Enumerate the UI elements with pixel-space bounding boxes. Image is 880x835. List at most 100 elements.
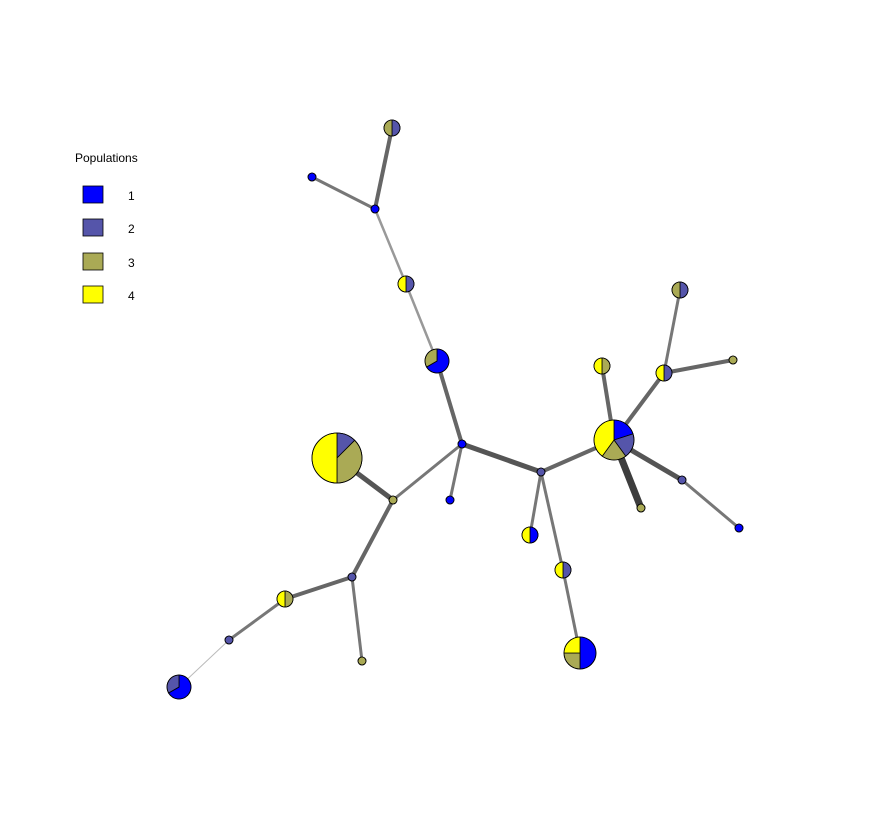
legend-swatch-2 bbox=[82, 218, 104, 237]
pie-slice-pop-4 bbox=[311, 432, 338, 484]
node-outline bbox=[521, 526, 539, 544]
pie-slice-pop-1 bbox=[529, 526, 539, 544]
haplotype-node bbox=[166, 674, 192, 700]
node-outline bbox=[655, 364, 673, 382]
haplotype-node bbox=[671, 281, 689, 299]
pie-slice-pop-2 bbox=[391, 119, 401, 137]
legend-entry-3: 3 bbox=[82, 252, 135, 271]
pie-slice-pop-4 bbox=[397, 275, 407, 293]
haplotype-node bbox=[536, 467, 546, 477]
node-outline bbox=[728, 355, 738, 365]
network-edge bbox=[227, 597, 287, 642]
network-edge bbox=[350, 498, 395, 579]
legend-label-3: 3 bbox=[128, 256, 135, 270]
haplotype-node bbox=[224, 635, 234, 645]
network-edge bbox=[448, 442, 464, 502]
legend-swatch-1 bbox=[82, 185, 104, 204]
network-edge bbox=[528, 470, 543, 537]
network-edge bbox=[350, 575, 364, 663]
legend-entry-4: 4 bbox=[82, 285, 135, 304]
haplotype-node bbox=[357, 656, 367, 666]
network-nodes bbox=[166, 119, 744, 700]
node-outline bbox=[388, 495, 398, 505]
network-edge bbox=[662, 288, 682, 375]
haplotype-node bbox=[636, 503, 646, 513]
haplotype-node bbox=[563, 636, 597, 670]
node-outline bbox=[224, 635, 234, 645]
node-outline bbox=[397, 275, 415, 293]
pie-slice-pop-2 bbox=[405, 275, 415, 293]
node-outline bbox=[311, 432, 363, 484]
haplotype-node bbox=[655, 364, 673, 382]
node-outline bbox=[307, 172, 317, 182]
node-outline bbox=[563, 636, 597, 670]
pie-slice-pop-1 bbox=[579, 636, 597, 670]
network-edge bbox=[404, 282, 439, 363]
network-edge bbox=[373, 207, 408, 286]
pie-slice-pop-2 bbox=[679, 281, 689, 299]
legend-label-2: 2 bbox=[128, 222, 135, 236]
network-edge bbox=[310, 175, 377, 211]
network-edge bbox=[662, 358, 735, 375]
pie-slice-pop-4 bbox=[554, 561, 564, 579]
node-outline bbox=[536, 467, 546, 477]
legend-title: Populations bbox=[75, 151, 138, 165]
network-edge bbox=[459, 441, 544, 475]
pie-slice-pop-4 bbox=[521, 526, 531, 544]
node-outline bbox=[166, 674, 192, 700]
haplotype-node bbox=[457, 439, 467, 449]
pie-slice-pop-2 bbox=[562, 561, 572, 579]
haplotype-node bbox=[370, 204, 380, 214]
legend-label-4: 4 bbox=[128, 289, 135, 303]
pie-slice-pop-3 bbox=[284, 590, 294, 608]
node-outline bbox=[370, 204, 380, 214]
node-outline bbox=[593, 419, 635, 461]
legend-label-1: 1 bbox=[128, 189, 135, 203]
legend-swatch-4 bbox=[82, 285, 104, 304]
pie-slice-pop-4 bbox=[593, 357, 603, 375]
haplotype-node bbox=[593, 357, 611, 375]
haplotype-node bbox=[424, 348, 450, 374]
node-outline bbox=[445, 495, 455, 505]
pie-slice-pop-3 bbox=[383, 119, 393, 137]
haplotype-node bbox=[388, 495, 398, 505]
haplotype-node bbox=[677, 475, 687, 485]
pie-slice-pop-3 bbox=[671, 281, 681, 299]
haplotype-node bbox=[311, 432, 363, 484]
haplotype-node bbox=[383, 119, 401, 137]
node-outline bbox=[593, 357, 611, 375]
haplotype-node bbox=[397, 275, 415, 293]
haplotype-node bbox=[521, 526, 539, 544]
node-outline bbox=[677, 475, 687, 485]
network-edge bbox=[680, 478, 741, 530]
pie-slice-pop-2 bbox=[663, 364, 673, 382]
node-outline bbox=[276, 590, 294, 608]
haplotype-node bbox=[554, 561, 572, 579]
legend: Populations 1 2 3 4 bbox=[75, 151, 138, 304]
node-outline bbox=[383, 119, 401, 137]
node-outline bbox=[424, 348, 450, 374]
haplotype-node bbox=[445, 495, 455, 505]
node-outline bbox=[636, 503, 646, 513]
pie-slice-pop-3 bbox=[601, 357, 611, 375]
legend-swatch-3 bbox=[82, 252, 104, 271]
network-edges bbox=[178, 126, 741, 688]
node-outline bbox=[457, 439, 467, 449]
haplotype-node bbox=[593, 419, 635, 461]
node-outline bbox=[554, 561, 572, 579]
network-edge bbox=[391, 442, 464, 502]
node-outline bbox=[734, 523, 744, 533]
legend-entry-1: 1 bbox=[82, 185, 135, 204]
node-outline bbox=[347, 572, 357, 582]
network-edge bbox=[539, 470, 565, 572]
network-edge bbox=[373, 126, 394, 211]
haplotype-node bbox=[347, 572, 357, 582]
node-outline bbox=[357, 656, 367, 666]
haplotype-node bbox=[276, 590, 294, 608]
haplotype-node bbox=[307, 172, 317, 182]
node-outline bbox=[671, 281, 689, 299]
network-edge bbox=[283, 575, 354, 601]
pie-slice-pop-4 bbox=[655, 364, 665, 382]
haplotype-node bbox=[728, 355, 738, 365]
